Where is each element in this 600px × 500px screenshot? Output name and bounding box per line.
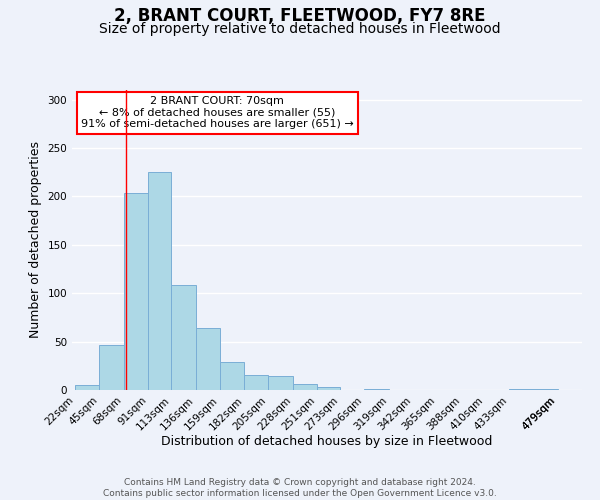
Y-axis label: Number of detached properties: Number of detached properties <box>29 142 42 338</box>
Text: 2 BRANT COURT: 70sqm
← 8% of detached houses are smaller (55)
91% of semi-detach: 2 BRANT COURT: 70sqm ← 8% of detached ho… <box>81 96 354 129</box>
Text: Distribution of detached houses by size in Fleetwood: Distribution of detached houses by size … <box>161 435 493 448</box>
Bar <box>244 374 268 390</box>
Bar <box>100 346 124 390</box>
Bar <box>124 192 148 390</box>
Text: Size of property relative to detached houses in Fleetwood: Size of property relative to detached ho… <box>99 22 501 36</box>
Bar <box>75 385 100 390</box>
Bar <box>364 389 389 390</box>
Bar <box>317 387 340 390</box>
Bar <box>196 328 220 390</box>
Bar <box>220 362 244 390</box>
Bar <box>148 172 171 390</box>
Text: Contains HM Land Registry data © Crown copyright and database right 2024.
Contai: Contains HM Land Registry data © Crown c… <box>103 478 497 498</box>
Bar <box>509 389 558 390</box>
Bar <box>171 286 196 390</box>
Bar <box>293 384 317 390</box>
Bar <box>268 376 293 390</box>
Text: 2, BRANT COURT, FLEETWOOD, FY7 8RE: 2, BRANT COURT, FLEETWOOD, FY7 8RE <box>114 8 486 26</box>
